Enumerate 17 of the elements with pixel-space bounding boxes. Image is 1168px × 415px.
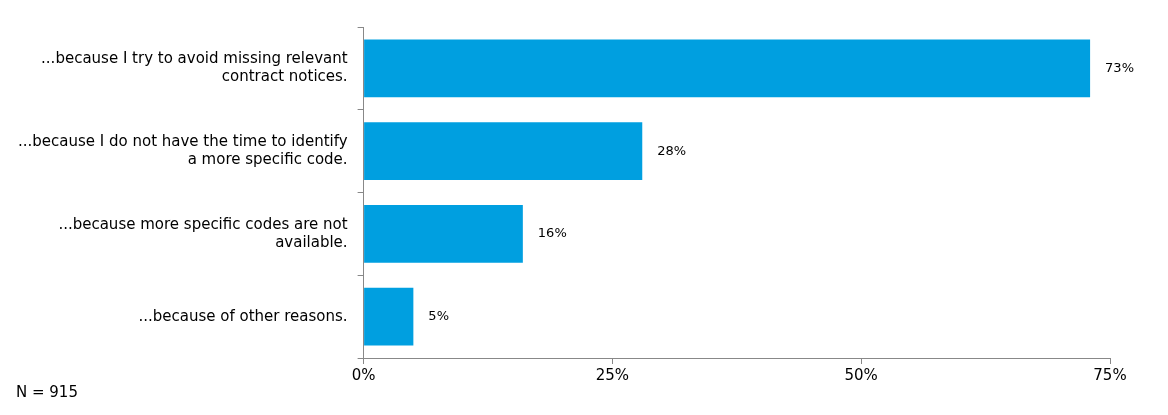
x-tick-label: 75% (1093, 365, 1127, 384)
y-tick-label: ...because I do not have the time to identify a more specific code. (17, 132, 348, 169)
y-tick-label: ...because I try to avoid missing relevant contract notices. (41, 49, 348, 86)
bar (364, 39, 1091, 98)
bar (364, 287, 414, 346)
bar (364, 204, 523, 263)
y-tick-label: ...because more specific codes are not available. (58, 214, 348, 251)
bar (364, 122, 643, 181)
data-label: 28% (657, 142, 687, 158)
data-label: 16% (537, 225, 567, 241)
data-label: 73% (1105, 59, 1134, 75)
x-tick-label: 25% (595, 365, 630, 384)
data-label: 5% (428, 308, 449, 323)
x-tick-label: 0% (351, 365, 376, 384)
y-tick-label: ...because of other reasons. (138, 306, 348, 325)
text: N = 915 (16, 383, 78, 401)
x-tick-label: 50% (844, 365, 878, 384)
